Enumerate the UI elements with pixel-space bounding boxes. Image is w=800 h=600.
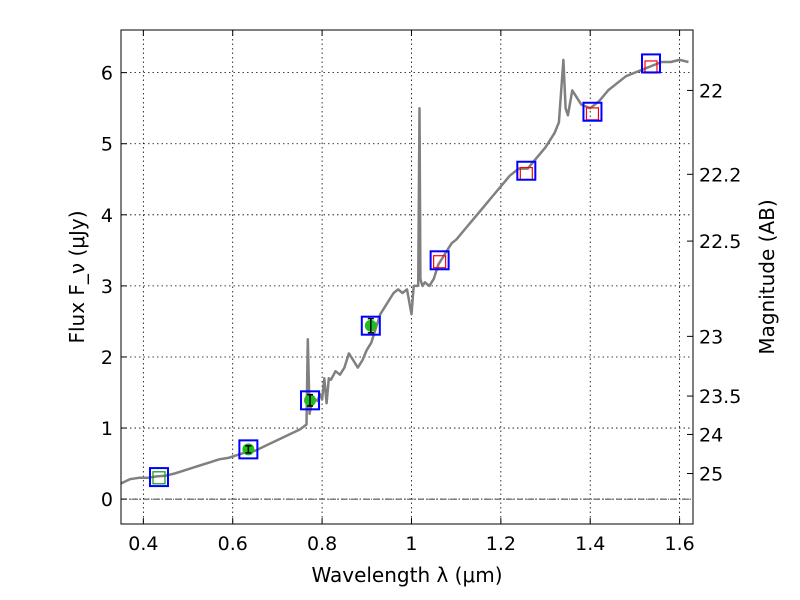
y-tick-label: 5 — [101, 134, 113, 156]
y-tick-label: 4 — [101, 205, 113, 227]
blue-square-marker — [516, 160, 537, 181]
y-tick-label: 2 — [101, 347, 113, 369]
green-square-marker — [152, 471, 166, 485]
x-axis-title: Wavelength λ (μm) — [311, 563, 502, 587]
x-tick-label: 1.2 — [486, 533, 516, 555]
x-tick-label: 1.4 — [575, 533, 605, 555]
right-tick-label: 25 — [699, 464, 723, 486]
right-tick-label: 22 — [699, 80, 723, 102]
right-tick-label: 24 — [699, 424, 723, 446]
blue-square-marker — [360, 315, 381, 336]
axis-ticks: 0.4 0.6 0.8 1 1.2 1.4 1.601234562222.222.52323… — [101, 30, 741, 555]
x-tick-label: 1 — [405, 533, 417, 555]
right-tick-label: 22.2 — [699, 164, 741, 186]
blue-square-marker — [238, 439, 259, 460]
grid — [121, 30, 693, 524]
x-tick-label: 0.4 — [128, 533, 158, 555]
red-square-marker — [585, 107, 600, 121]
plot-frame — [120, 29, 694, 525]
y-tick-label: 6 — [101, 63, 113, 85]
photometry-markers — [148, 53, 661, 488]
red-square-marker — [433, 255, 447, 269]
x-tick-label: 1.6 — [664, 533, 694, 555]
x-tick-label: 0.8 — [307, 533, 337, 555]
x-tick-label: 0.6 — [218, 533, 248, 555]
blue-square-marker — [148, 467, 169, 488]
blue-square-marker — [300, 390, 321, 411]
y-tick-label: 0 — [101, 489, 113, 511]
right-tick-label: 22.5 — [699, 231, 741, 253]
blue-square-marker — [429, 250, 450, 271]
y-axis-title: Flux F_ν (μJy) — [65, 210, 89, 343]
right-tick-label: 23.5 — [699, 386, 741, 408]
spectrum-line — [120, 58, 689, 485]
spectrum-series — [120, 58, 689, 485]
y-tick-label: 1 — [101, 418, 113, 440]
y-tick-label: 3 — [101, 276, 113, 298]
blue-square-marker — [582, 101, 603, 122]
blue-square-marker — [640, 53, 661, 74]
right-axis-title: Magnitude (AB) — [755, 199, 779, 354]
right-tick-label: 23 — [699, 326, 723, 348]
